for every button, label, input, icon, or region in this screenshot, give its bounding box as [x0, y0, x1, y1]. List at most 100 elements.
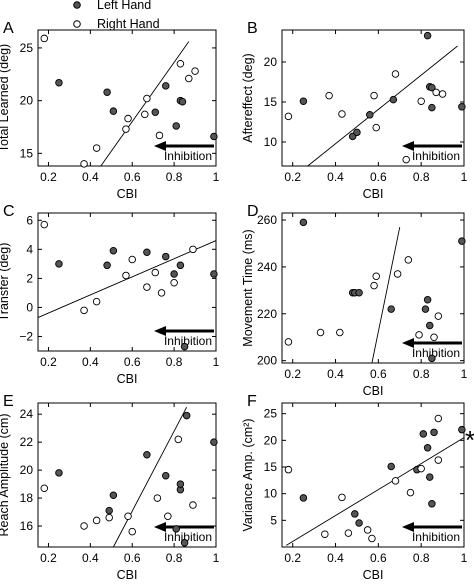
panel-e-point-left-hand	[182, 411, 191, 420]
panel-c-point-right-hand	[143, 283, 151, 291]
panel-a-y-axis-label: Total Learned (deg)	[0, 44, 11, 152]
panel-f-xtick-label: 0.8	[413, 551, 430, 565]
panel-f-xtick-label: 1	[461, 551, 468, 565]
panel-a-point-left-hand	[210, 132, 218, 141]
panel-e-point-left-hand	[176, 480, 185, 488]
panel-c-xtick-label: 0.6	[124, 355, 141, 369]
panel-c-point-left-hand	[55, 260, 63, 268]
panel-d-point-left-hand	[387, 305, 395, 313]
panel-c-point-left-hand	[161, 252, 170, 261]
panel-a-point-left-hand	[151, 108, 160, 116]
panel-c-inhibition-arrowhead	[154, 326, 166, 336]
panel-e-point-right-hand	[92, 516, 101, 525]
panel-c-ytick-label: −2	[19, 329, 33, 343]
legend-label-right-hand: Right Hand	[97, 17, 160, 31]
panel-f-ytick-label: 15	[264, 460, 278, 474]
panel-f-ytick-label: 25	[264, 407, 278, 421]
panel-f-fit-line	[286, 437, 465, 546]
panel-f-point-right-hand	[321, 530, 329, 538]
panel-a-axes-box	[37, 29, 217, 167]
panel-d-inhibition-arrowhead	[402, 338, 414, 348]
panel-f-y-axis-label: Variance Amp. (cm²)	[241, 419, 255, 532]
panel-e-letter: E	[3, 393, 14, 410]
panel-c-point-right-hand	[80, 306, 88, 315]
panel-a-letter: A	[3, 20, 14, 37]
panel-d-point-right-hand	[316, 328, 325, 337]
panel-a-xtick-label: 0.4	[82, 170, 99, 184]
panel-e-point-right-hand	[124, 512, 132, 520]
panel-a-point-right-hand	[124, 114, 132, 123]
panel-f-point-right-hand	[406, 488, 415, 497]
panel-b: 0.2 0.4 0.6 0.8 1 10 15 20 CBI Aftereffect (deg) B…	[241, 20, 468, 201]
panel-c-point-left-hand	[109, 247, 118, 255]
panel-d-point-left-hand	[458, 237, 466, 245]
panel-f-point-right-hand	[363, 526, 372, 534]
panel-c-point-right-hand	[122, 271, 130, 280]
panel-b-xtick-label: 0.8	[413, 170, 430, 184]
panel-a-point-right-hand	[191, 67, 199, 75]
panel-b-point-right-hand	[438, 90, 447, 98]
panel-f-point-right-hand	[284, 465, 293, 474]
panel-a-point-right-hand	[92, 144, 101, 152]
panel-d-point-left-hand	[423, 295, 432, 304]
panel-a-point-right-hand	[176, 59, 185, 68]
panel-c-point-right-hand	[170, 278, 178, 287]
panel-c-point-right-hand	[189, 245, 197, 254]
panel-f-point-right-hand	[344, 529, 353, 537]
panel-c-ytick-label: 0	[26, 300, 33, 314]
panel-a-fit-line	[100, 41, 190, 167]
panel-c-ytick-label: 4	[26, 242, 33, 256]
panel-b-point-left-hand	[458, 103, 466, 111]
panel-d-ytick-label: 260	[257, 213, 277, 227]
panel-c-point-right-hand	[92, 297, 101, 306]
panel-d-y-axis-label: Movement Time (ms)	[241, 229, 255, 346]
panel-a-xtick-label: 0.6	[124, 170, 141, 184]
panel-e-ytick-label: 18	[20, 491, 34, 505]
panel-a-xtick-label: 0.2	[40, 170, 57, 184]
panel-c-y-axis-label: Transfer (deg)	[0, 243, 11, 322]
panel-e-point-right-hand	[164, 512, 172, 520]
panel-e-point-left-hand	[105, 506, 113, 515]
panel-e-point-right-hand	[105, 513, 113, 522]
panel-a-point-left-hand	[103, 88, 111, 96]
panel-d-x-axis-label: CBI	[363, 384, 384, 398]
panel-c-fit-line	[37, 240, 217, 319]
panel-d-inhibition-label: Inhibition	[412, 346, 460, 360]
panel-e-point-right-hand	[189, 501, 197, 509]
panel-c-point-left-hand	[170, 270, 178, 278]
panel-a-point-left-hand	[109, 107, 118, 115]
panel-d-xtick-label: 0.4	[327, 367, 344, 381]
panel-c-point-right-hand	[40, 220, 49, 229]
panel-f-ytick-label: 10	[264, 487, 278, 501]
panel-f-point-left-hand	[419, 430, 428, 438]
panel-e-point-right-hand	[80, 522, 88, 530]
panel-d-ytick-label: 220	[257, 307, 277, 321]
panel-b-point-right-hand	[432, 88, 440, 97]
panel-f-point-left-hand	[458, 425, 466, 434]
legend-label-left-hand: Left Hand	[97, 0, 151, 12]
panel-f-point-right-hand	[391, 477, 400, 485]
panel-c-point-left-hand	[180, 342, 189, 351]
panel-b-letter: B	[247, 20, 258, 37]
panel-b-ytick-label: 10	[264, 135, 278, 149]
panel-e-point-left-hand	[109, 491, 118, 500]
panel-d-point-left-hand	[428, 354, 436, 363]
panel-d-xtick-label: 1	[461, 367, 468, 381]
panel-d-fit-line	[371, 226, 401, 364]
panel-e-ytick-label: 20	[20, 463, 34, 477]
panel-c-point-left-hand	[210, 270, 218, 278]
panel-f-ytick-label: 5	[270, 513, 277, 527]
panel-e-inhibition-label: Inhibition	[164, 530, 212, 544]
panel-c-point-right-hand	[157, 289, 166, 297]
panel-c: 0.2 0.4 0.6 0.8 1 −2 0 2 4 6 CBI Transfer (deg) C Inh…	[0, 203, 220, 386]
panel-d-point-right-hand	[415, 331, 423, 339]
panel-a-point-right-hand	[80, 160, 88, 168]
panel-c-point-left-hand	[103, 261, 111, 270]
panel-e-xtick-label: 0.2	[40, 551, 57, 565]
panel-c-axes-box	[37, 212, 217, 352]
panel-d-point-right-hand	[284, 338, 293, 346]
panel-d-xtick-label: 0.2	[284, 367, 301, 381]
panel-b-axes-box	[281, 29, 465, 167]
panel-e-xtick-label: 0.4	[82, 551, 99, 565]
panel-a-point-right-hand	[185, 74, 193, 83]
